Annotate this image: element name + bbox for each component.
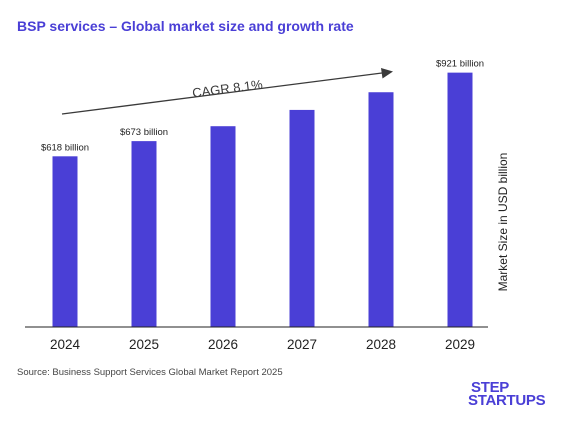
data-label-2029: $921 billion [436,59,484,70]
x-tick-label-2029: 2029 [445,337,475,352]
bars-group [52,72,473,328]
data-label-2025: $673 billion [120,127,168,138]
x-tick-labels-group: 2024 2025 2026 2027 2028 2029 [50,337,475,352]
chart-title: BSP services – Global market size and gr… [17,18,354,34]
cagr-annotation: CAGR 8.1% [191,77,264,101]
x-tick-label-2027: 2027 [287,337,317,352]
y-axis-label: Market Size in USD billion [496,153,510,292]
logo-line-2: STARTUPS [468,392,546,409]
x-tick-label-2028: 2028 [366,337,396,352]
bar-2029 [447,72,473,327]
bar-2025 [131,141,157,327]
x-tick-label-2025: 2025 [129,337,159,352]
bar-2027 [289,109,315,328]
bar-2026 [210,126,236,327]
data-label-2024: $618 billion [41,142,89,153]
source-note: Source: Business Support Services Global… [17,367,283,378]
logo-line-1: STEP [471,379,509,396]
cagr-arrow [61,68,393,115]
x-tick-label-2024: 2024 [50,337,81,352]
bar-2024 [52,156,78,327]
data-labels-group: $618 billion $673 billion $921 billion [41,59,484,154]
x-tick-label-2026: 2026 [208,337,238,352]
step-startups-logo: STEP STARTUPS [468,379,546,409]
bar-2028 [368,92,394,327]
